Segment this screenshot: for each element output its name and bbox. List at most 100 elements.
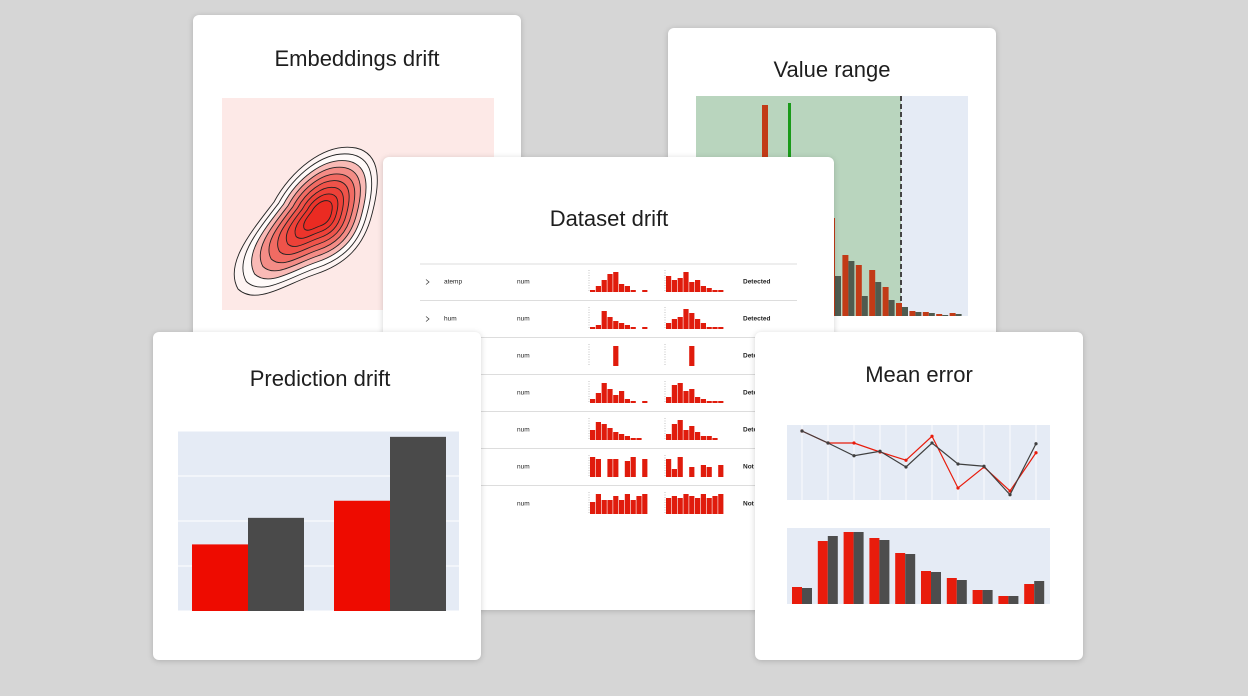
bar: [921, 571, 931, 604]
hist-bar: [595, 459, 601, 477]
row-type: num: [517, 464, 530, 471]
hist-bar: [718, 290, 724, 292]
card-title: Embeddings drift: [274, 46, 439, 71]
row-status: Detected: [743, 279, 770, 286]
hist-bar: [689, 496, 695, 514]
contour: [251, 160, 367, 280]
hist-bar: [712, 327, 718, 329]
hist-bar: [700, 323, 706, 329]
hist-bar: [683, 391, 689, 403]
hist-bar: [601, 311, 607, 329]
row-type: num: [517, 353, 530, 360]
hist-bar: [666, 397, 672, 403]
bar: [942, 315, 949, 316]
point: [930, 434, 934, 438]
point: [1034, 442, 1038, 446]
hist-bar: [619, 391, 625, 403]
hist-bar: [613, 459, 619, 477]
bar: [888, 300, 895, 316]
bar: [895, 553, 906, 604]
bar: [982, 590, 993, 604]
hist-bar: [613, 346, 619, 366]
hist-bar: [695, 397, 701, 403]
point: [800, 429, 804, 433]
bar: [928, 313, 935, 316]
bar: [936, 314, 943, 316]
hist-bar: [607, 389, 613, 403]
hist-bar: [624, 286, 630, 292]
hist-bar: [683, 430, 689, 440]
hist-bar: [595, 494, 601, 514]
bar: [909, 311, 916, 316]
hist-bar: [601, 383, 607, 403]
hist-bar: [671, 496, 677, 514]
hist-bar: [666, 459, 672, 477]
point: [956, 462, 960, 466]
hist-bar: [712, 290, 718, 292]
hist-bar: [700, 436, 706, 440]
hist-bar: [677, 317, 683, 329]
hist-bar: [683, 309, 689, 329]
chevron: [425, 316, 430, 322]
hist-bar: [718, 494, 724, 514]
hist-bar: [671, 469, 677, 477]
hist-bar: [666, 276, 672, 292]
card-title: Prediction drift: [250, 366, 391, 391]
hist-bar: [636, 496, 642, 514]
prediction-drift-card: Prediction drift: [153, 332, 481, 660]
hist-bar: [718, 327, 724, 329]
hist-bar: [624, 399, 630, 403]
bar: [248, 517, 304, 611]
hist-bar: [700, 286, 706, 292]
row-type: num: [517, 390, 530, 397]
line: [801, 430, 1037, 492]
hist-bar: [695, 319, 701, 329]
hist-bar: [624, 494, 630, 514]
hist-bar: [590, 430, 596, 440]
hist-bar: [700, 465, 706, 477]
row-type: num: [517, 501, 530, 508]
contour: [259, 166, 361, 272]
hist-bar: [590, 457, 596, 477]
hist-bar: [636, 438, 642, 440]
bar: [855, 265, 862, 316]
hist-bar: [595, 393, 601, 403]
row-name: hum: [444, 316, 457, 323]
bar: [861, 296, 868, 316]
row-type: num: [517, 279, 530, 286]
hist-bar: [595, 286, 601, 292]
hist-bar: [689, 346, 695, 366]
point: [826, 441, 830, 445]
point: [1008, 489, 1012, 493]
hist-bar: [700, 399, 706, 403]
card-title: Value range: [773, 57, 890, 82]
hist-bar: [630, 290, 636, 292]
hist-bar: [607, 274, 613, 292]
bar: [869, 538, 880, 604]
hist-bar: [712, 438, 718, 440]
bar: [949, 313, 956, 316]
hist-bar: [671, 280, 677, 292]
point: [878, 449, 882, 453]
bar: [915, 312, 922, 316]
hist-bar: [677, 498, 683, 514]
hist-bar: [590, 290, 596, 292]
hist-bar: [695, 498, 701, 514]
point: [1034, 451, 1038, 455]
bar: [882, 287, 889, 316]
hist-bar: [677, 420, 683, 440]
row-status: Not: [743, 501, 755, 508]
bar: [922, 312, 929, 316]
contour: [303, 200, 333, 231]
card-title: Dataset drift: [550, 206, 669, 231]
hist-bar: [642, 290, 648, 292]
point: [852, 441, 856, 445]
bar: [390, 436, 446, 611]
point: [852, 454, 856, 458]
point: [904, 458, 908, 462]
bar: [972, 590, 983, 604]
hist-bar: [601, 424, 607, 440]
line: [801, 430, 1037, 496]
bar: [843, 532, 854, 604]
bar: [842, 255, 849, 316]
